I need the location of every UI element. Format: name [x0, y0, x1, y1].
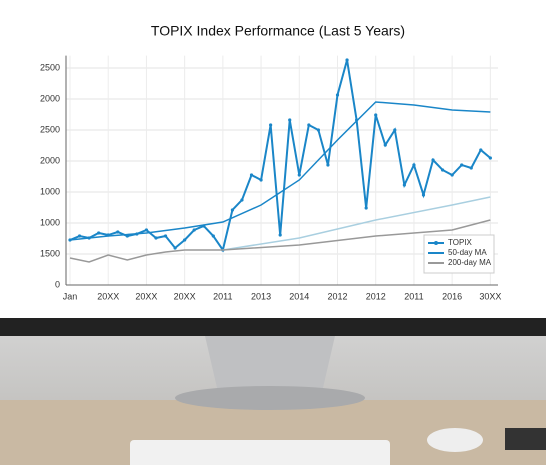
point	[240, 198, 244, 202]
point	[488, 156, 492, 160]
point	[163, 234, 168, 238]
point	[345, 58, 349, 62]
point	[183, 238, 187, 242]
point	[374, 113, 378, 117]
legend-label: 200-day MA	[448, 258, 492, 267]
y-tick-label: 2500	[40, 124, 60, 134]
point	[288, 118, 292, 122]
point	[173, 246, 177, 250]
x-tick-label: 2013	[251, 291, 271, 301]
y-tick-label: 1500	[40, 248, 60, 258]
x-tick-label: 30XX	[479, 291, 501, 301]
point	[421, 193, 426, 197]
monitor-bezel	[0, 318, 546, 336]
monitor-stand	[205, 336, 335, 392]
point	[460, 163, 464, 167]
plot: 0 1500 1000 1000 2000 2500 2000 2500 Jan 20XX 20XX…	[40, 55, 501, 301]
point	[230, 208, 235, 212]
point	[335, 93, 340, 97]
y-tick-label: 1000	[40, 217, 60, 227]
series-line	[222, 196, 491, 251]
y-tick-label: 0	[55, 279, 60, 289]
point	[249, 173, 254, 177]
x-tick-label: 2012	[327, 291, 347, 301]
point	[431, 158, 435, 162]
x-tick-label: 20XX	[174, 291, 196, 301]
point	[316, 128, 320, 132]
point	[326, 163, 330, 167]
x-tick-label: 2016	[442, 291, 462, 301]
point	[77, 234, 82, 238]
series-line	[69, 101, 491, 241]
point	[116, 230, 120, 234]
chart-title: TOPIX Index Performance (Last 5 Years)	[151, 23, 405, 39]
legend-label: TOPIX	[448, 238, 473, 247]
point	[450, 173, 454, 177]
x-tick-label: 2014	[289, 291, 309, 301]
point	[393, 128, 397, 132]
point	[259, 178, 263, 182]
legend-marker	[434, 241, 438, 245]
point	[383, 143, 387, 147]
y-tick-label: 2500	[40, 62, 60, 72]
point	[278, 233, 282, 237]
keyboard	[130, 440, 390, 465]
point	[97, 231, 101, 235]
point	[440, 168, 445, 172]
point	[211, 234, 215, 238]
phone	[505, 428, 546, 450]
point	[469, 166, 473, 170]
point	[364, 206, 368, 210]
y-tick-label: 2000	[40, 155, 60, 165]
point	[412, 163, 416, 167]
point	[297, 173, 301, 177]
x-tick-label: 20XX	[135, 291, 157, 301]
legend-label: 50-day MA	[448, 248, 487, 257]
monitor-base	[175, 386, 365, 410]
x-tick-label: 2012	[366, 291, 386, 301]
point	[154, 236, 158, 240]
point	[402, 183, 406, 187]
y-tick-label: 2000	[40, 93, 60, 103]
y-tick-label: 1000	[40, 186, 60, 196]
point	[192, 228, 196, 232]
point	[269, 123, 273, 127]
point	[307, 123, 311, 127]
x-tick-label: Jan	[63, 291, 78, 301]
point	[479, 148, 483, 152]
point	[144, 228, 149, 232]
x-tick-label: 20XX	[97, 291, 119, 301]
mouse	[427, 428, 483, 452]
x-tick-label: 2011	[213, 291, 232, 301]
series-line	[69, 219, 491, 263]
x-tick-label: 2011	[404, 291, 423, 301]
